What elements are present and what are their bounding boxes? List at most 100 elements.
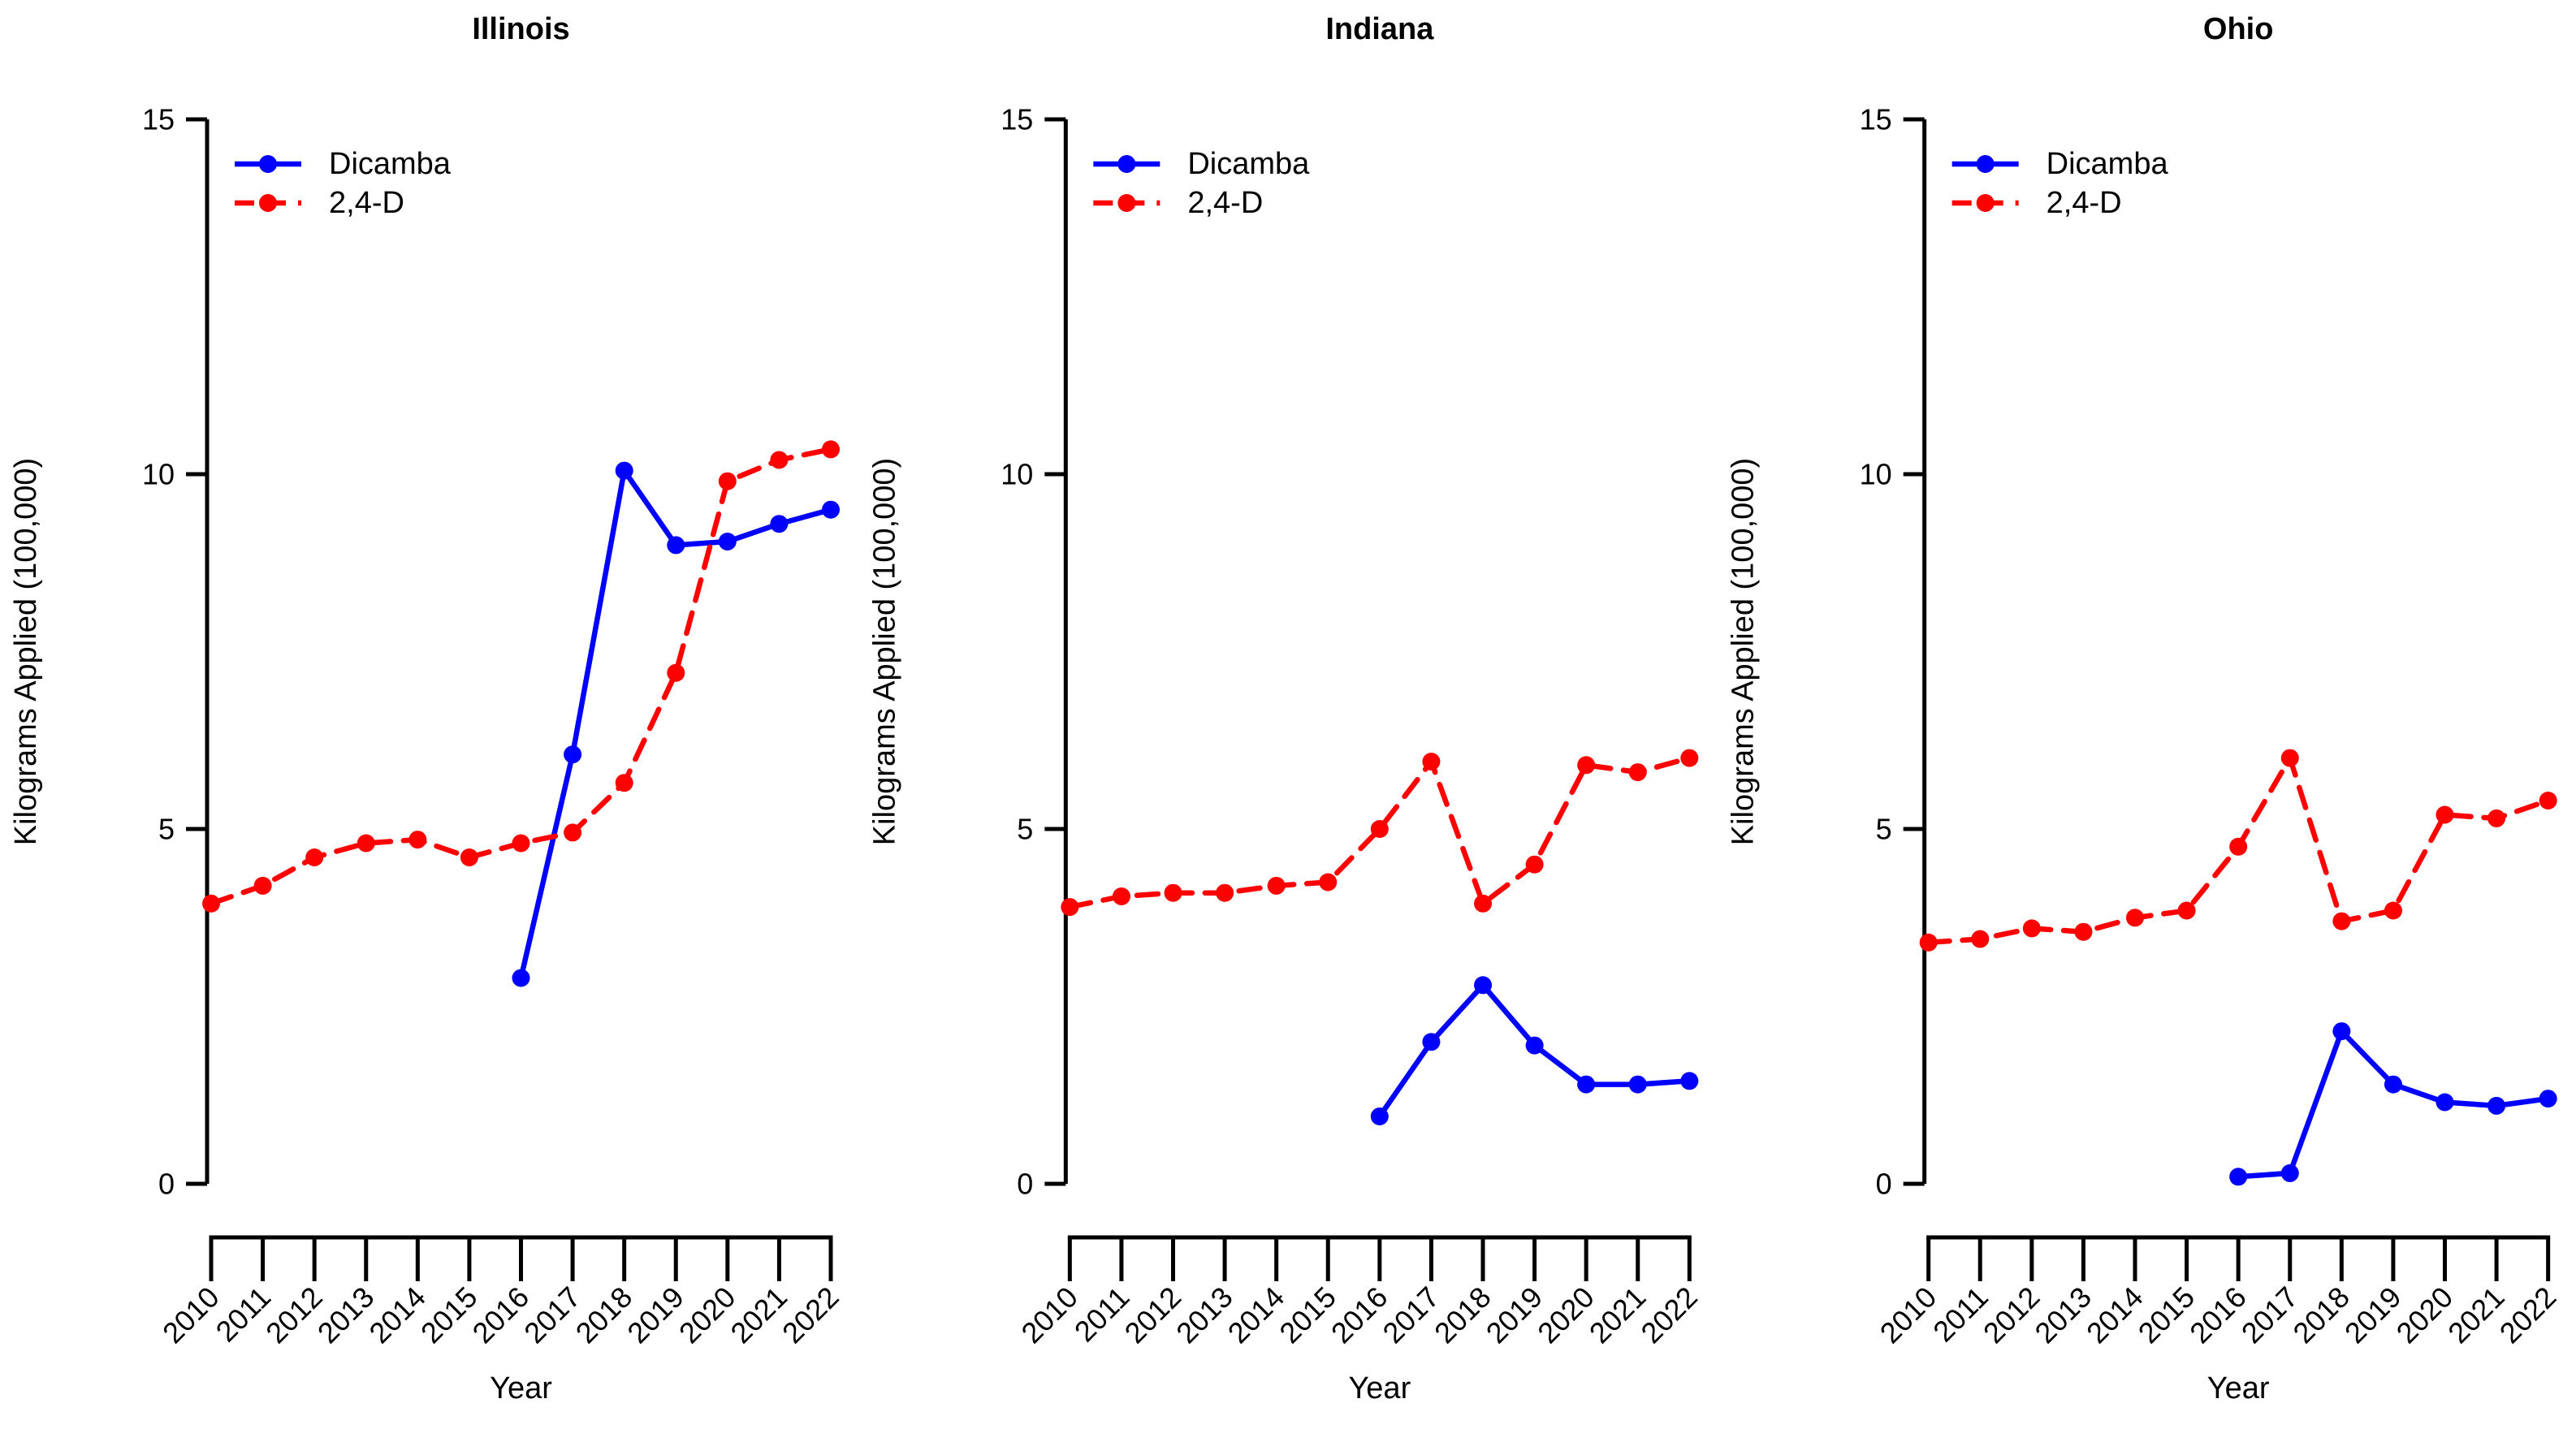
legend-marker-dicamba [1976,155,1995,173]
x-tick-label: 2012 [1977,1280,2047,1350]
x-tick-label: 2011 [1068,1280,1136,1349]
data-point-2-4-d [2177,901,2196,920]
data-point-2-4-d [718,472,737,490]
x-tick-label: 2019 [1480,1280,1549,1350]
data-point-2-4-d [2125,909,2144,927]
data-point-dicamba [1370,1107,1389,1125]
data-point-2-4-d [2074,922,2093,941]
x-tick-label: 2013 [1169,1280,1239,1350]
x-tick-label: 2013 [2028,1280,2098,1350]
x-tick-label: 2015 [2132,1280,2202,1350]
data-point-2-4-d [2280,749,2299,767]
x-axis-title: Year [2207,1371,2270,1405]
data-point-2-4-d [2384,901,2402,920]
x-tick-label: 2017 [517,1280,587,1350]
x-tick-label: 2022 [1634,1280,1704,1350]
data-point-2-4-d [2436,805,2454,824]
x-tick-label: 2013 [311,1280,381,1350]
data-point-dicamba [667,536,685,555]
legend: Dicamba 2,4-D [1093,147,1310,220]
y-axis-title: Kilograms Applied (100,000) [1727,458,1761,845]
x-tick-label: 2020 [672,1280,742,1350]
x-tick-label: 2018 [2286,1280,2356,1350]
y-tick-label: 15 [1001,103,1033,136]
legend-marker-2-4-d [1976,194,1995,212]
data-point-dicamba [615,461,633,480]
data-point-dicamba [1474,976,1493,995]
x-tick-label: 2011 [210,1280,278,1349]
data-point-2-4-d [822,440,840,459]
data-point-2-4-d [408,831,427,849]
x-tick-label: 2020 [1531,1280,1601,1350]
data-point-2-4-d [305,848,324,866]
y-tick-label: 10 [142,458,175,491]
legend-label-2-4-d: 2,4-D [2047,186,2122,220]
data-point-dicamba [2280,1164,2299,1182]
x-tick-label: 2020 [2390,1280,2460,1350]
legend-label-2-4-d: 2,4-D [329,186,404,220]
data-point-2-4-d [1319,873,1338,892]
data-point-2-4-d [1267,876,1286,895]
x-tick-label: 2019 [2338,1280,2408,1350]
x-tick-label: 2022 [776,1280,845,1350]
x-tick-label: 2016 [2183,1280,2253,1350]
data-point-2-4-d [1164,883,1182,902]
panel-title: Illinois [472,12,569,46]
data-point-2-4-d [1525,855,1544,874]
legend-label-dicamba: Dicamba [329,147,452,181]
legend: Dicamba 2,4-D [1951,147,2169,220]
data-point-dicamba [564,745,582,764]
panel-ohio: Ohio 0 5 10 15 Kilograms Applied (100,000) 201… [1727,12,2563,1405]
data-point-2-4-d [1061,898,1079,917]
legend-marker-2-4-d [259,194,277,212]
x-tick-label: 2010 [156,1280,226,1350]
data-point-2-4-d [2332,912,2351,930]
panel-indiana: Indiana 0 5 10 15 Kilograms Applied (100,000)… [867,12,1704,1405]
data-point-2-4-d [1216,883,1234,902]
data-point-2-4-d [1628,763,1647,782]
data-point-2-4-d [1680,749,1699,767]
x-tick-label: 2022 [2493,1280,2563,1350]
x-tick-label: 2014 [362,1280,432,1350]
x-tick-label: 2015 [1273,1280,1342,1350]
data-point-dicamba [2539,1090,2557,1108]
data-point-2-4-d [770,451,789,469]
y-axis-title: Kilograms Applied (100,000) [867,458,901,845]
y-tick-label: 0 [1017,1168,1033,1201]
x-tick-label: 2011 [1926,1280,1995,1349]
data-point-2-4-d [1919,933,1938,952]
x-tick-label: 2016 [1325,1280,1394,1350]
data-point-2-4-d [564,823,582,842]
data-point-2-4-d [512,834,530,853]
data-point-2-4-d [1971,930,1990,948]
legend: Dicamba 2,4-D [235,147,452,220]
y-tick-label: 10 [1860,458,1892,491]
x-tick-label: 2014 [1221,1280,1291,1350]
data-point-2-4-d [202,894,220,913]
y-tick-label: 5 [1017,813,1033,846]
data-point-dicamba [2229,1168,2248,1186]
data-point-dicamba [2332,1022,2351,1041]
data-point-2-4-d [667,663,685,682]
x-tick-label: 2021 [1583,1280,1653,1350]
data-point-2-4-d [1112,887,1130,905]
data-point-2-4-d [1577,756,1596,775]
y-tick-label: 15 [142,103,175,136]
y-axis-title: Kilograms Applied (100,000) [9,458,43,845]
y-tick-label: 10 [1001,458,1033,491]
data-point-2-4-d [2539,792,2557,810]
x-axis-title: Year [1348,1371,1411,1405]
x-tick-label: 2012 [259,1280,329,1350]
data-point-2-4-d [1370,820,1389,838]
data-point-2-4-d [2487,809,2506,827]
legend-label-dicamba: Dicamba [2047,147,2169,181]
data-point-dicamba [512,969,530,987]
data-point-dicamba [1628,1075,1647,1094]
data-point-2-4-d [2022,919,2041,938]
data-point-2-4-d [2229,837,2248,856]
x-axis-title: Year [490,1371,552,1405]
data-point-dicamba [770,515,789,533]
panel-title: Ohio [2203,12,2274,46]
data-point-2-4-d [460,848,478,866]
